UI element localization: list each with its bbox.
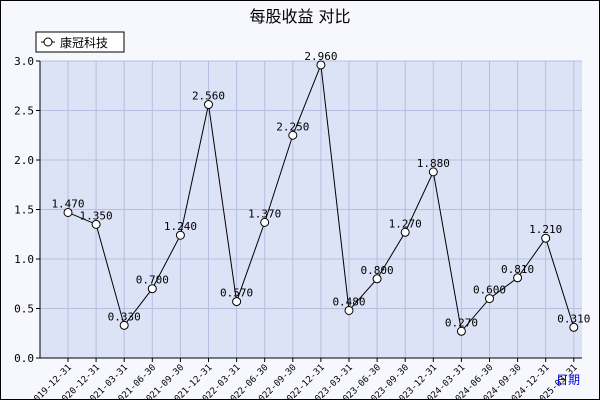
- data-point: [63, 207, 73, 217]
- data-label: 1.880: [417, 157, 450, 170]
- data-label: 1.470: [51, 197, 84, 210]
- legend-box: [35, 31, 125, 53]
- data-point: [456, 326, 466, 336]
- data-label: 1.240: [164, 220, 197, 233]
- data-point: [147, 284, 157, 294]
- data-point: [288, 130, 298, 140]
- x-axis-label: 日期: [556, 373, 580, 387]
- y-tick-label: 1.0: [14, 253, 34, 266]
- data-label: 1.270: [389, 217, 422, 230]
- data-label: 0.480: [332, 295, 365, 308]
- y-tick-label: 2.5: [14, 105, 34, 118]
- y-tick-label: 0.0: [14, 352, 34, 365]
- data-label: 0.700: [136, 274, 169, 287]
- legend-marker: [43, 37, 53, 47]
- data-label: 0.330: [108, 310, 141, 323]
- data-point: [91, 219, 101, 229]
- data-point: [569, 322, 579, 332]
- data-point: [175, 230, 185, 240]
- data-point: [344, 305, 354, 315]
- data-point: [232, 297, 242, 307]
- data-label: 1.370: [248, 207, 281, 220]
- data-point: [513, 273, 523, 283]
- data-label: 2.250: [276, 120, 309, 133]
- data-label: 0.270: [445, 316, 478, 329]
- data-label: 0.600: [473, 284, 506, 297]
- data-point: [372, 274, 382, 284]
- data-point: [428, 167, 438, 177]
- data-point: [204, 100, 213, 110]
- y-tick-label: 2.0: [14, 154, 34, 167]
- data-point: [260, 217, 270, 227]
- data-label: 1.210: [529, 223, 562, 236]
- data-point: [316, 60, 326, 70]
- data-label: 0.570: [220, 287, 253, 300]
- data-point: [400, 227, 410, 237]
- y-tick-label: 1.5: [14, 204, 34, 217]
- data-point: [119, 320, 129, 330]
- y-tick-label: 0.5: [14, 303, 34, 316]
- data-label: 0.800: [361, 264, 394, 277]
- legend: 康冠科技: [35, 31, 125, 53]
- chart-title: 每股收益 对比: [249, 7, 350, 26]
- legend-entry: 康冠科技: [60, 35, 108, 50]
- data-label: 2.960: [304, 50, 337, 63]
- data-point: [485, 294, 494, 304]
- data-label: 1.350: [80, 209, 113, 222]
- data-label: 0.810: [501, 263, 534, 276]
- data-label: 0.310: [557, 312, 590, 325]
- data-point: [541, 233, 551, 243]
- y-tick-label: 3.0: [14, 55, 34, 68]
- data-label: 2.560: [192, 90, 225, 103]
